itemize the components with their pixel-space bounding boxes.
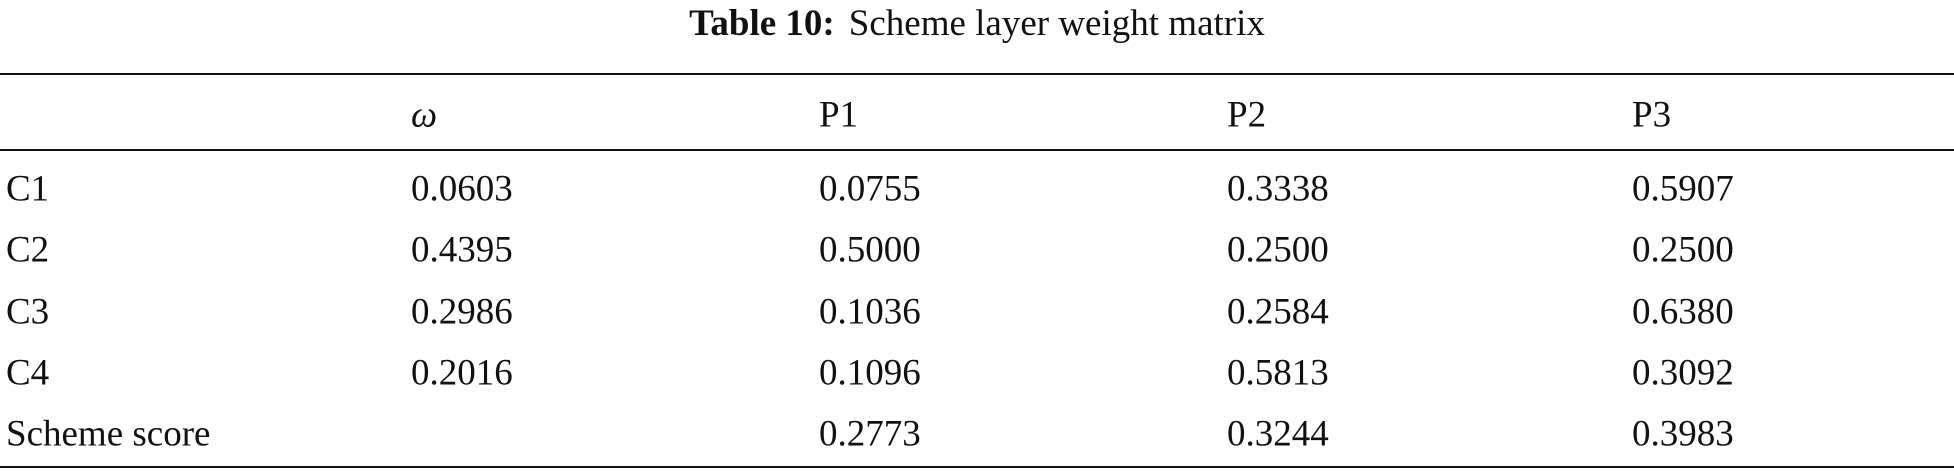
table-cell: 0.6380 — [1632, 291, 1734, 333]
column-header: P3 — [1632, 94, 1672, 136]
row-label: C4 — [6, 352, 50, 394]
table-cell: 0.2986 — [411, 291, 513, 333]
table-cell: 0.5000 — [819, 229, 921, 271]
row-label: C1 — [6, 168, 50, 210]
row-label: C2 — [6, 229, 50, 271]
table-cell: 0.3983 — [1632, 413, 1734, 455]
table-cell: 0.4395 — [411, 229, 513, 271]
column-header: P2 — [1227, 94, 1267, 136]
table-cell: 0.3092 — [1632, 352, 1734, 394]
table-cell: 0.2500 — [1227, 229, 1329, 271]
table-cell: 0.1096 — [819, 352, 921, 394]
table-cell: 0.1036 — [819, 291, 921, 333]
table-cell: 0.2016 — [411, 352, 513, 394]
caption-title: Scheme layer weight matrix — [848, 3, 1265, 44]
caption-label: Table 10: — [689, 3, 835, 44]
caption: Table 10: Scheme layer weight matrix — [0, 4, 1954, 44]
table-cell: 0.3338 — [1227, 168, 1329, 210]
bottom-rule — [0, 466, 1954, 468]
column-header: P1 — [819, 94, 859, 136]
table-cell: 0.5907 — [1632, 168, 1734, 210]
table-cell: 0.2500 — [1632, 229, 1734, 271]
table-cell: 0.2773 — [819, 413, 921, 455]
top-rule — [0, 73, 1954, 75]
column-header: ω — [411, 94, 438, 136]
header-rule — [0, 149, 1954, 151]
table-cell: 0.0603 — [411, 168, 513, 210]
table-cell: 0.2584 — [1227, 291, 1329, 333]
table-cell: 0.0755 — [819, 168, 921, 210]
table-cell: 0.5813 — [1227, 352, 1329, 394]
row-label: C3 — [6, 291, 50, 333]
row-label: Scheme score — [6, 413, 211, 455]
table-cell: 0.3244 — [1227, 413, 1329, 455]
